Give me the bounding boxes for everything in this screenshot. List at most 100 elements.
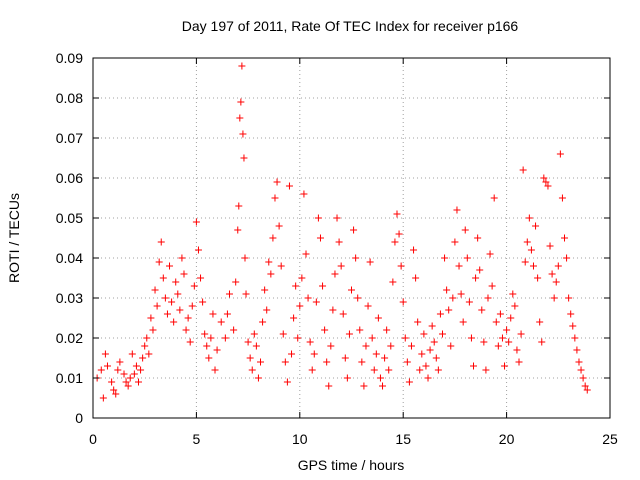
data-point: [517, 330, 525, 338]
data-points: [93, 62, 591, 402]
x-tick-label: 10: [292, 431, 308, 447]
data-point: [217, 318, 225, 326]
data-point: [147, 314, 155, 322]
data-point: [550, 294, 558, 302]
data-point: [252, 342, 260, 350]
data-point: [174, 290, 182, 298]
data-point: [579, 374, 587, 382]
data-point: [441, 254, 449, 262]
data-point: [180, 270, 188, 278]
data-point: [116, 358, 124, 366]
data-point: [356, 326, 364, 334]
data-point: [205, 354, 213, 362]
x-tick-label: 25: [602, 431, 618, 447]
data-point: [248, 366, 256, 374]
y-tick-label: 0.06: [56, 170, 83, 186]
y-tick-label: 0.08: [56, 90, 83, 106]
data-point: [159, 274, 167, 282]
data-point: [372, 350, 380, 358]
data-point: [225, 290, 233, 298]
data-point: [130, 370, 138, 378]
data-point: [170, 318, 178, 326]
data-point: [387, 342, 395, 350]
data-point: [143, 334, 151, 342]
data-point: [263, 306, 271, 314]
data-point: [521, 258, 529, 266]
data-point: [182, 326, 190, 334]
y-tick-label: 0.09: [56, 50, 83, 66]
data-point: [294, 334, 302, 342]
x-tick-label: 0: [89, 431, 97, 447]
data-point: [391, 238, 399, 246]
data-point: [540, 174, 548, 182]
data-point: [501, 362, 509, 370]
data-point: [321, 326, 329, 334]
data-point: [329, 306, 337, 314]
data-point: [273, 178, 281, 186]
data-point: [345, 330, 353, 338]
data-point: [379, 382, 387, 390]
data-point: [250, 330, 258, 338]
data-point: [445, 306, 453, 314]
data-point: [163, 310, 171, 318]
data-point: [407, 342, 415, 350]
data-point: [523, 238, 531, 246]
data-point: [132, 362, 140, 370]
data-point: [124, 382, 132, 390]
data-point: [221, 334, 229, 342]
data-point: [239, 130, 247, 138]
data-point: [509, 290, 517, 298]
data-point: [449, 294, 457, 302]
y-tick-label: 0: [75, 410, 83, 426]
data-point: [480, 338, 488, 346]
data-point: [432, 354, 440, 362]
data-point: [99, 394, 107, 402]
data-point: [168, 298, 176, 306]
y-axis-label: ROTI / TECUs: [6, 193, 22, 283]
data-point: [139, 354, 147, 362]
data-point: [186, 338, 194, 346]
data-point: [362, 342, 370, 350]
data-point: [269, 234, 277, 242]
data-point: [577, 366, 585, 374]
data-point: [172, 278, 180, 286]
data-point: [325, 382, 333, 390]
data-point: [304, 294, 312, 302]
data-point: [395, 230, 403, 238]
data-point: [443, 286, 451, 294]
data-point: [498, 334, 506, 342]
data-point: [259, 318, 267, 326]
data-point: [488, 282, 496, 290]
data-point: [128, 350, 136, 358]
data-point: [368, 334, 376, 342]
data-point: [532, 222, 540, 230]
data-point: [207, 334, 215, 342]
data-point: [453, 206, 461, 214]
data-point: [341, 354, 349, 362]
data-point: [201, 330, 209, 338]
data-point: [447, 342, 455, 350]
data-point: [281, 358, 289, 366]
data-point: [397, 262, 405, 270]
data-point: [234, 226, 242, 234]
data-point: [275, 222, 283, 230]
data-point: [352, 254, 360, 262]
y-tick-label: 0.04: [56, 250, 83, 266]
x-tick-label: 15: [395, 431, 411, 447]
data-point: [283, 378, 291, 386]
data-point: [552, 278, 560, 286]
data-point: [145, 350, 153, 358]
data-point: [199, 298, 207, 306]
data-point: [451, 238, 459, 246]
data-point: [422, 362, 430, 370]
data-point: [151, 286, 159, 294]
data-point: [358, 358, 366, 366]
data-point: [246, 354, 254, 362]
data-point: [412, 274, 420, 282]
data-point: [298, 274, 306, 282]
data-point: [490, 194, 498, 202]
data-point: [416, 366, 424, 374]
data-point: [565, 294, 573, 302]
data-point: [401, 334, 409, 342]
data-point: [306, 338, 314, 346]
